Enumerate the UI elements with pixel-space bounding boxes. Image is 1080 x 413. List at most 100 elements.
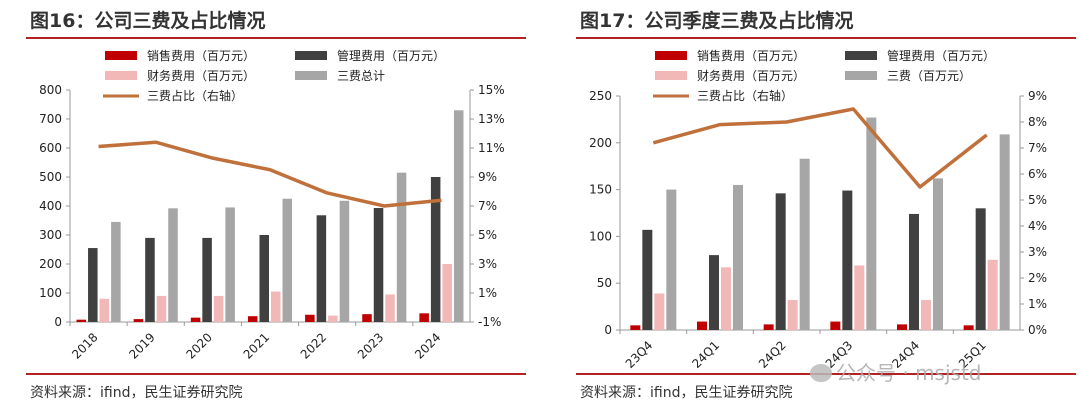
legend-swatch-admin — [845, 51, 877, 60]
x-tick-label: 2023 — [355, 330, 386, 361]
x-tick-label: 2020 — [183, 330, 214, 361]
bar-total — [733, 184, 743, 330]
figure-17-title: 图17：公司季度三费及占比情况 — [580, 10, 854, 32]
y-tick-label: 100 — [589, 229, 612, 243]
bar-sales — [305, 314, 315, 322]
bar-finance — [385, 294, 395, 322]
bar-admin — [430, 177, 441, 322]
y2-tick-label: 11% — [478, 141, 505, 155]
bar-total — [282, 198, 293, 322]
bar-finance — [654, 293, 665, 330]
legend-label-ratio: 三费占比（右轴） — [147, 88, 243, 103]
y2-tick-label: 3% — [478, 257, 497, 271]
figure-16-top-rule — [26, 37, 526, 39]
y-tick-label: 800 — [39, 83, 62, 97]
figure-16-bottom-rule — [26, 373, 526, 375]
bar-finance — [99, 298, 110, 322]
y-tick-label: 250 — [589, 89, 612, 103]
bar-total — [933, 178, 943, 330]
x-tick-label: 24Q2 — [756, 338, 789, 370]
y-tick-label: 0 — [54, 315, 62, 329]
legend-label-finance: 财务费用（百万元） — [697, 68, 805, 83]
y-tick-label: 200 — [39, 257, 62, 271]
figure-16-source: 资料来源：ifind，民生证券研究院 — [30, 385, 243, 401]
y-tick-label: 0 — [604, 323, 612, 337]
bar-sales — [630, 325, 641, 330]
bar-finance — [987, 259, 998, 330]
y-tick-label: 500 — [39, 170, 62, 184]
y2-tick-label: 6% — [1028, 167, 1047, 181]
bar-sales — [247, 316, 258, 322]
bar-total — [225, 207, 235, 322]
wechat-icon — [810, 364, 832, 382]
y-tick-label: 600 — [39, 141, 62, 155]
bar-sales — [697, 321, 707, 330]
x-tick-label: 2024 — [412, 330, 443, 361]
bar-total — [666, 189, 677, 330]
bar-sales — [963, 325, 974, 330]
y-tick-label: 400 — [39, 199, 62, 213]
y-tick-label: 200 — [589, 136, 612, 150]
bar-admin — [259, 235, 269, 322]
y2-tick-label: 15% — [478, 83, 505, 97]
bar-admin — [642, 229, 653, 330]
legend-label-ratio: 三费占比（右轴） — [697, 88, 793, 103]
bar-admin — [145, 237, 155, 322]
bar-total — [396, 172, 407, 322]
legend-label-admin: 管理费用（百万元） — [887, 48, 995, 63]
bar-admin — [909, 213, 919, 330]
bar-sales — [763, 324, 774, 330]
bar-sales — [190, 317, 201, 322]
legend-label-sales: 销售费用（百万元） — [697, 48, 805, 63]
x-tick-label: 23Q4 — [623, 338, 656, 370]
y2-tick-label: -1% — [478, 315, 501, 329]
ratio-line — [652, 107, 988, 189]
y2-tick-label: 1% — [478, 286, 497, 300]
bar-finance — [156, 295, 167, 322]
bar-sales — [419, 313, 429, 322]
ratio-line — [98, 140, 442, 208]
y2-tick-label: 5% — [478, 228, 497, 242]
bar-total — [168, 208, 178, 322]
bar-admin — [316, 215, 327, 322]
bar-finance — [442, 264, 452, 322]
bar-finance — [328, 315, 338, 322]
figure-17-source: 资料来源：ifind，民生证券研究院 — [580, 385, 793, 401]
legend-swatch-sales — [105, 51, 137, 60]
bar-admin — [775, 193, 786, 330]
y2-tick-label: 2% — [1028, 271, 1047, 285]
bar-finance — [921, 300, 931, 330]
y2-tick-label: 9% — [1028, 89, 1047, 103]
legend-swatch-admin — [295, 51, 327, 60]
y2-tick-label: 9% — [478, 170, 497, 184]
y-tick-label: 700 — [39, 112, 62, 126]
bar-admin — [202, 237, 212, 322]
x-tick-label: 2018 — [69, 330, 100, 361]
bar-total — [866, 117, 877, 330]
y2-tick-label: 13% — [478, 112, 505, 126]
y2-tick-label: 0% — [1028, 323, 1047, 337]
bar-admin — [842, 190, 853, 330]
y2-tick-label: 7% — [478, 199, 497, 213]
legend-label-sales: 销售费用（百万元） — [147, 48, 255, 63]
x-tick-label: 2021 — [241, 330, 272, 361]
figure-17-top-rule — [576, 37, 1076, 39]
figure-16: 图16：公司三费及占比情况 销售费用（百万元） 管理费用（百万元） 财务费用（百万元… — [0, 0, 530, 413]
bar-finance — [271, 291, 281, 322]
bar-total — [339, 200, 350, 322]
bar-total — [111, 221, 121, 322]
legend-label-admin: 管理费用（百万元） — [337, 48, 445, 63]
legend-label-finance: 财务费用（百万元） — [147, 68, 255, 83]
y2-tick-label: 8% — [1028, 115, 1047, 129]
bar-sales — [76, 319, 87, 322]
y-tick-label: 300 — [39, 228, 62, 242]
y-tick-label: 50 — [597, 276, 612, 290]
y-tick-label: 150 — [589, 183, 612, 197]
bar-admin — [975, 208, 986, 330]
legend-swatch-sales — [655, 51, 687, 60]
bar-total — [453, 110, 464, 322]
y2-tick-label: 4% — [1028, 219, 1047, 233]
y-tick-label: 100 — [39, 286, 62, 300]
bar-finance — [854, 265, 865, 330]
